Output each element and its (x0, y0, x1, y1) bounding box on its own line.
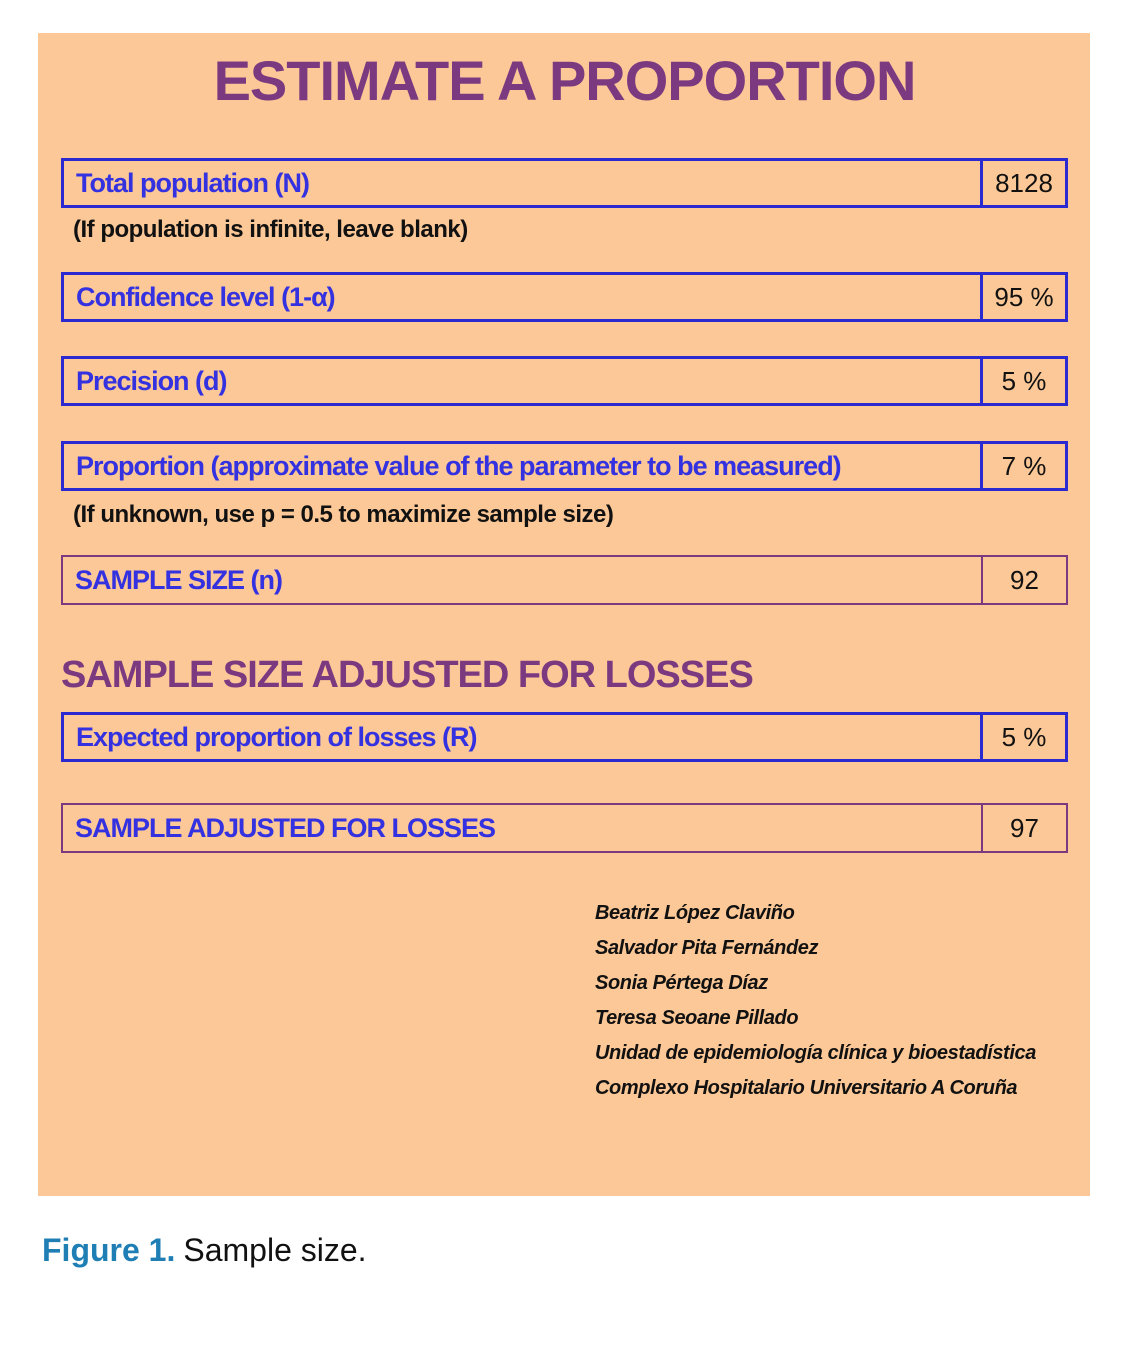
expected-losses-label: Expected proportion of losses (R) (76, 721, 478, 752)
confidence-level-label: Confidence level (1-α) (76, 281, 336, 312)
field-row-precision: Precision (d) 5 % (61, 356, 1068, 406)
result-row-sample-adjusted: SAMPLE ADJUSTED FOR LOSSES 97 (61, 803, 1068, 853)
calculator-panel: ESTIMATE A PROPORTION Total population (… (38, 33, 1090, 1196)
sample-size-label: SAMPLE SIZE (n) (75, 564, 283, 595)
note-proportion: (If unknown, use p = 0.5 to maximize sam… (73, 501, 614, 528)
credit-line: Complexo Hospitalario Universitario A Co… (595, 1077, 1018, 1099)
precision-input[interactable]: 5 % (980, 359, 1065, 403)
total-population-label: Total population (N) (76, 167, 310, 198)
credit-line: Unidad de epidemiología clínica y bioest… (595, 1042, 1036, 1064)
proportion-label: Proportion (approximate value of the par… (76, 450, 842, 481)
expected-losses-input[interactable]: 5 % (980, 715, 1065, 759)
credit-line: Beatriz López Claviño (595, 902, 795, 924)
result-row-sample-size: SAMPLE SIZE (n) 92 (61, 555, 1068, 605)
precision-label: Precision (d) (76, 365, 228, 396)
field-row-expected-losses: Expected proportion of losses (R) 5 % (61, 712, 1068, 762)
total-population-input[interactable]: 8128 (980, 161, 1065, 205)
credit-line: Sonia Pértega Díaz (595, 972, 768, 994)
sample-adjusted-label: SAMPLE ADJUSTED FOR LOSSES (75, 812, 496, 843)
section-heading-losses: SAMPLE SIZE ADJUSTED FOR LOSSES (61, 654, 754, 696)
field-row-proportion: Proportion (approximate value of the par… (61, 441, 1068, 491)
proportion-input[interactable]: 7 % (980, 444, 1065, 488)
credit-line: Salvador Pita Fernández (595, 937, 819, 959)
panel-title: ESTIMATE A PROPORTION (213, 49, 917, 112)
field-row-total-population: Total population (N) 8128 (61, 158, 1068, 208)
figure-caption: Figure 1. Sample size. (42, 1232, 1138, 1268)
confidence-level-input[interactable]: 95 % (980, 275, 1065, 319)
sample-adjusted-value: 97 (981, 805, 1066, 851)
field-row-confidence-level: Confidence level (1-α) 95 % (61, 272, 1068, 322)
sample-size-value: 92 (981, 557, 1066, 603)
credits-block: Beatriz López Claviño Salvador Pita Fern… (595, 896, 1068, 1106)
note-population: (If population is infinite, leave blank) (73, 216, 468, 243)
caption-label: Figure 1. (42, 1232, 176, 1268)
credit-line: Teresa Seoane Pillado (595, 1007, 799, 1029)
caption-text: Sample size. (183, 1232, 367, 1268)
